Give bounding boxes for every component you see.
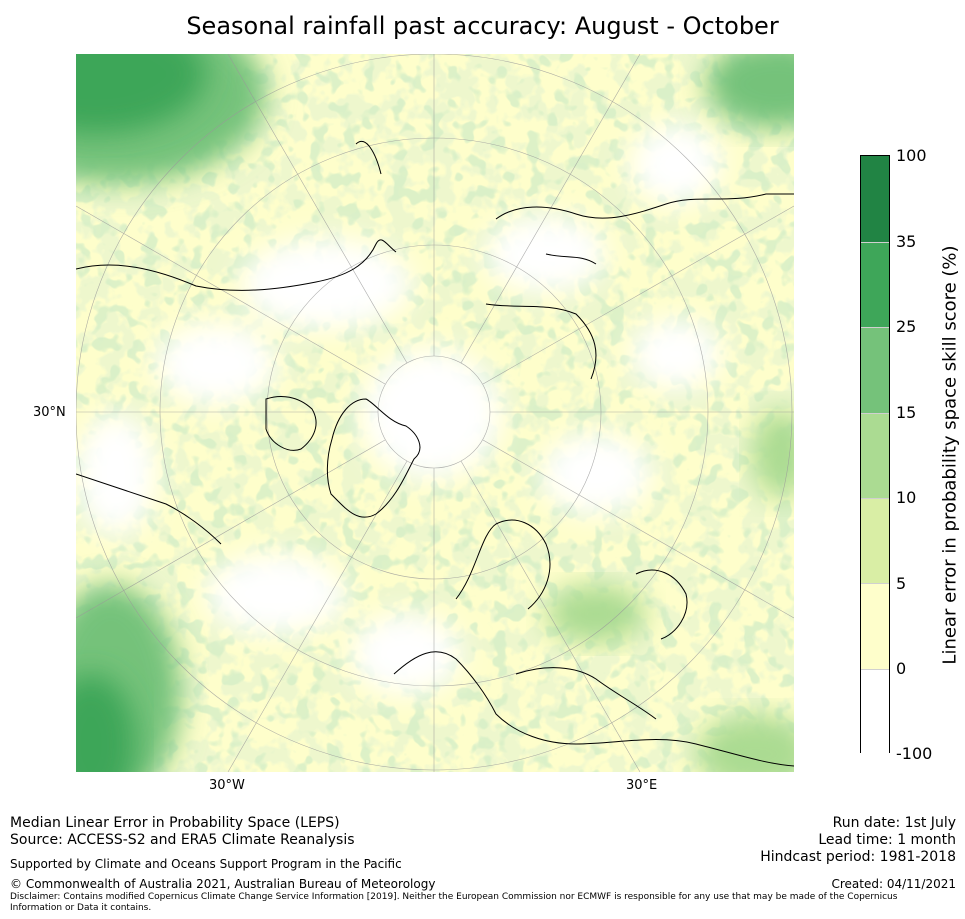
colorbar-axis-label: Linear error in probability space skill … (939, 245, 961, 665)
colorbar-tick-label: 0 (896, 659, 907, 678)
tick-30n: 30°N (33, 405, 66, 420)
colorbar-tick-label: 100 (896, 146, 927, 165)
colorbar-tick-label: -100 (896, 744, 933, 763)
colorbar-segment (861, 498, 889, 583)
coastlines (76, 141, 794, 767)
footer-source: Source: ACCESS-S2 and ERA5 Climate Reana… (10, 832, 355, 848)
colorbar-segment (861, 669, 889, 753)
colorbar-tick-label: 10 (896, 488, 917, 507)
colorbar-segment (861, 583, 889, 669)
graticule (76, 54, 794, 772)
footer-method: Median Linear Error in Probability Space… (10, 815, 340, 831)
colorbar-tick-label: 5 (896, 574, 907, 593)
map-svg (76, 54, 794, 772)
tick-30e: 30°E (626, 778, 658, 793)
colorbar-segment (861, 413, 889, 498)
colorbar-tick-label: 35 (896, 232, 917, 251)
polar-map (76, 54, 794, 772)
map-title: Seasonal rainfall past accuracy: August … (186, 12, 779, 40)
footer-hindcast: Hindcast period: 1981-2018 (760, 849, 956, 865)
footer-disclaimer-line1: Disclaimer: Contains modified Copernicus… (10, 892, 898, 902)
colorbar (860, 155, 890, 753)
footer-support: Supported by Climate and Oceans Support … (10, 857, 402, 871)
footer-copyright: © Commonwealth of Australia 2021, Austra… (10, 877, 436, 891)
colorbar-segment (861, 327, 889, 413)
colorbar-tick-label: 15 (896, 403, 917, 422)
tick-30w: 30°W (209, 778, 245, 793)
colorbar-segment (861, 242, 889, 327)
footer-run-date: Run date: 1st July (832, 815, 956, 831)
footer-disclaimer-line2: Information or Data it contains. (10, 903, 152, 913)
footer-lead-time: Lead time: 1 month (818, 832, 956, 848)
footer-created: Created: 04/11/2021 (831, 877, 956, 891)
colorbar-segment (861, 156, 889, 242)
colorbar-tick-label: 25 (896, 317, 917, 336)
high-skill-areas (76, 54, 794, 772)
